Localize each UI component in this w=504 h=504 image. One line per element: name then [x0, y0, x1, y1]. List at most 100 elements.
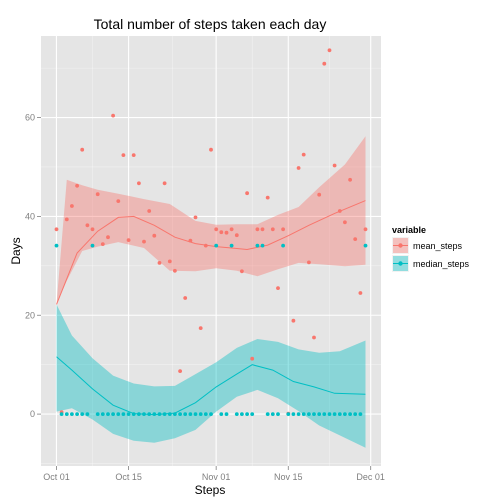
- point-median-steps: [90, 243, 95, 248]
- point-median-steps: [147, 412, 152, 416]
- point-median-steps: [198, 412, 203, 416]
- point-median-steps: [265, 412, 270, 416]
- x-tick-label: Oct 01: [43, 472, 70, 482]
- fit-line-median-steps: [56, 356, 366, 416]
- point-median-steps: [270, 412, 275, 416]
- confidence-ribbons: [56, 136, 366, 448]
- point-median-steps: [85, 412, 90, 416]
- legend-key-median-steps-point: [398, 261, 403, 266]
- point-median-steps: [332, 412, 337, 416]
- point-mean-steps: [234, 233, 239, 238]
- point-mean-steps: [203, 243, 208, 248]
- point-median-steps: [348, 412, 352, 416]
- point-median-steps: [183, 412, 188, 416]
- point-median-steps: [343, 412, 347, 416]
- chart-title: Total number of steps taken each day: [94, 16, 327, 32]
- point-mean-steps: [157, 261, 162, 265]
- legend-item-mean-steps: mean_steps: [392, 237, 463, 254]
- point-median-steps: [209, 412, 213, 416]
- point-mean-steps: [363, 227, 368, 232]
- point-median-steps: [121, 412, 126, 416]
- point-mean-steps: [209, 147, 213, 152]
- point-mean-steps: [353, 237, 358, 242]
- point-mean-steps: [270, 227, 275, 232]
- point-mean-steps: [343, 220, 347, 225]
- point-mean-steps: [100, 242, 105, 247]
- point-mean-steps: [322, 61, 327, 66]
- point-median-steps: [317, 412, 322, 416]
- y-tick-label: 0: [30, 409, 35, 419]
- point-median-steps: [281, 243, 285, 248]
- point-mean-steps: [312, 335, 316, 340]
- legend-item-median-steps: median_steps: [392, 255, 470, 272]
- point-mean-steps: [291, 318, 296, 323]
- point-mean-steps: [281, 227, 285, 232]
- x-axis: Oct 01 Oct 15 Nov 01 Nov 15 Dec 01: [43, 466, 385, 482]
- point-median-steps: [286, 412, 291, 416]
- point-mean-steps: [224, 230, 229, 235]
- point-median-steps: [214, 243, 219, 248]
- point-mean-steps: [255, 227, 260, 232]
- point-median-steps: [363, 243, 368, 248]
- point-median-steps: [54, 243, 59, 248]
- point-mean-steps: [178, 369, 183, 373]
- point-mean-steps: [276, 286, 280, 290]
- point-mean-steps: [229, 227, 234, 232]
- point-mean-steps: [173, 268, 177, 273]
- point-mean-steps: [116, 199, 121, 204]
- point-median-steps: [240, 412, 244, 416]
- point-median-steps: [95, 412, 100, 416]
- point-median-steps: [80, 412, 85, 416]
- point-median-steps: [296, 412, 301, 416]
- ribbon-mean-steps: [56, 136, 366, 305]
- point-median-steps: [322, 412, 327, 416]
- point-median-steps: [229, 243, 234, 248]
- point-median-steps: [307, 412, 311, 416]
- point-median-steps: [131, 412, 136, 416]
- legend-key-mean-steps-point: [398, 243, 403, 248]
- point-mean-steps: [126, 238, 131, 243]
- point-median-steps: [59, 412, 64, 416]
- legend-label-median-steps: median_steps: [413, 259, 470, 269]
- point-median-steps: [358, 412, 363, 416]
- point-median-steps: [106, 412, 110, 416]
- point-mean-steps: [152, 233, 157, 238]
- y-axis: 0 20 40 60: [25, 113, 41, 419]
- point-median-steps: [64, 412, 69, 416]
- point-mean-steps: [332, 163, 337, 168]
- point-mean-steps: [265, 195, 270, 200]
- point-mean-steps: [147, 209, 152, 213]
- point-mean-steps: [95, 192, 100, 197]
- point-median-steps: [178, 412, 183, 416]
- point-mean-steps: [301, 152, 306, 157]
- point-median-steps: [203, 412, 208, 416]
- point-mean-steps: [106, 235, 110, 240]
- point-median-steps: [70, 412, 74, 416]
- point-median-steps: [337, 412, 342, 416]
- point-median-steps: [245, 412, 250, 416]
- point-median-steps: [312, 412, 316, 416]
- point-median-steps: [157, 412, 162, 416]
- point-median-steps: [260, 243, 265, 248]
- point-mean-steps: [162, 181, 167, 186]
- point-median-steps: [162, 412, 167, 416]
- point-mean-steps: [317, 192, 322, 197]
- point-median-steps: [250, 412, 255, 416]
- point-mean-steps: [348, 177, 352, 182]
- point-mean-steps: [183, 296, 188, 300]
- point-median-steps: [224, 412, 229, 416]
- legend-label-mean-steps: mean_steps: [413, 241, 463, 251]
- point-median-steps: [116, 412, 121, 416]
- point-median-steps: [167, 412, 172, 416]
- legend-title: variable: [392, 225, 426, 235]
- point-mean-steps: [90, 227, 95, 232]
- y-tick-label: 40: [25, 211, 35, 221]
- point-median-steps: [255, 243, 260, 248]
- point-median-steps: [193, 412, 198, 416]
- point-mean-steps: [296, 166, 301, 170]
- point-mean-steps: [85, 223, 90, 228]
- y-tick-label: 20: [25, 310, 35, 320]
- x-tick-label: Nov 15: [274, 472, 303, 482]
- point-mean-steps: [358, 291, 363, 295]
